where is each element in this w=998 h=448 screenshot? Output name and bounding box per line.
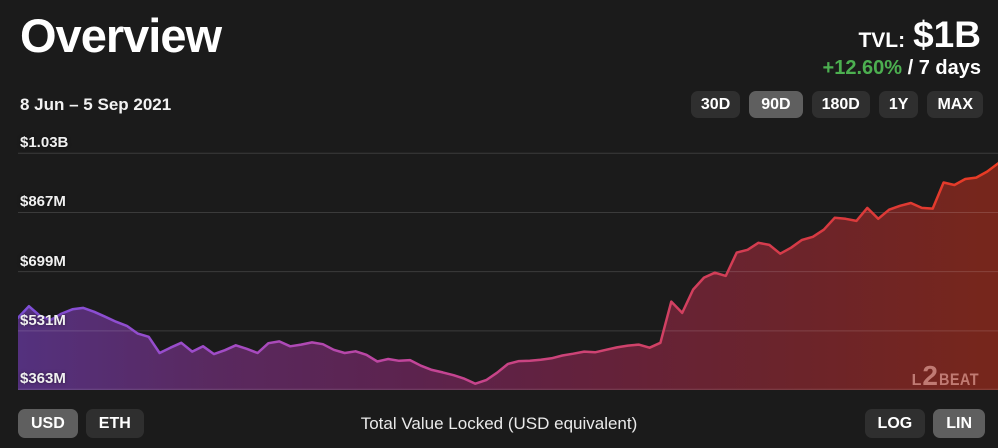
tvl-change-period: / 7 days bbox=[902, 57, 981, 79]
tvl-label: TVL: bbox=[858, 29, 906, 52]
y-axis-label: $699M bbox=[20, 252, 66, 270]
range-button-90d[interactable]: 90D bbox=[749, 91, 803, 118]
tvl-chart-svg[interactable] bbox=[18, 142, 998, 390]
tvl-change-percent: +12.60% bbox=[822, 57, 903, 79]
range-button-max[interactable]: MAX bbox=[927, 91, 983, 118]
tvl-value: $1B bbox=[913, 14, 981, 55]
y-axis-label: $363M bbox=[20, 370, 66, 388]
tvl-chart[interactable]: $1.03B $867M $699M $531M $363M L 2 BEAT bbox=[18, 134, 998, 390]
chart-gridlines bbox=[18, 152, 998, 390]
currency-button-eth[interactable]: ETH bbox=[85, 409, 144, 438]
tvl-line bbox=[18, 162, 998, 385]
scale-toggle: LOG LIN bbox=[864, 409, 985, 438]
chart-caption: Total Value Locked (USD equivalent) bbox=[360, 414, 638, 433]
scale-button-lin[interactable]: LIN bbox=[933, 409, 985, 438]
l2beat-logo-beat: BEAT bbox=[938, 370, 979, 389]
currency-toggle: USD ETH bbox=[18, 409, 144, 438]
range-button-1y[interactable]: 1Y bbox=[878, 91, 919, 118]
y-axis-label: $531M bbox=[20, 311, 66, 329]
chart-footer: USD ETH Total Value Locked (USD equivale… bbox=[0, 409, 998, 439]
range-button-180d[interactable]: 180D bbox=[811, 91, 870, 118]
date-range-label: 8 Jun – 5 Sep 2021 bbox=[20, 95, 172, 114]
currency-button-usd[interactable]: USD bbox=[18, 409, 78, 438]
scale-button-log[interactable]: LOG bbox=[864, 409, 926, 438]
y-axis-label: $1.03B bbox=[20, 134, 69, 152]
range-button-30d[interactable]: 30D bbox=[690, 91, 741, 118]
l2beat-logo-l: L bbox=[911, 372, 922, 389]
tvl-summary: TVL: $1B +12.60% / 7 days bbox=[823, 14, 981, 80]
l2beat-logo: L 2 BEAT bbox=[912, 362, 986, 390]
l2beat-logo-2: 2 bbox=[922, 360, 938, 391]
page-title: Overview bbox=[20, 9, 222, 62]
tvl-area-fill bbox=[18, 163, 998, 390]
time-range-selector: 30D 90D 180D 1Y MAX bbox=[690, 91, 983, 118]
y-axis-label: $867M bbox=[20, 193, 66, 211]
